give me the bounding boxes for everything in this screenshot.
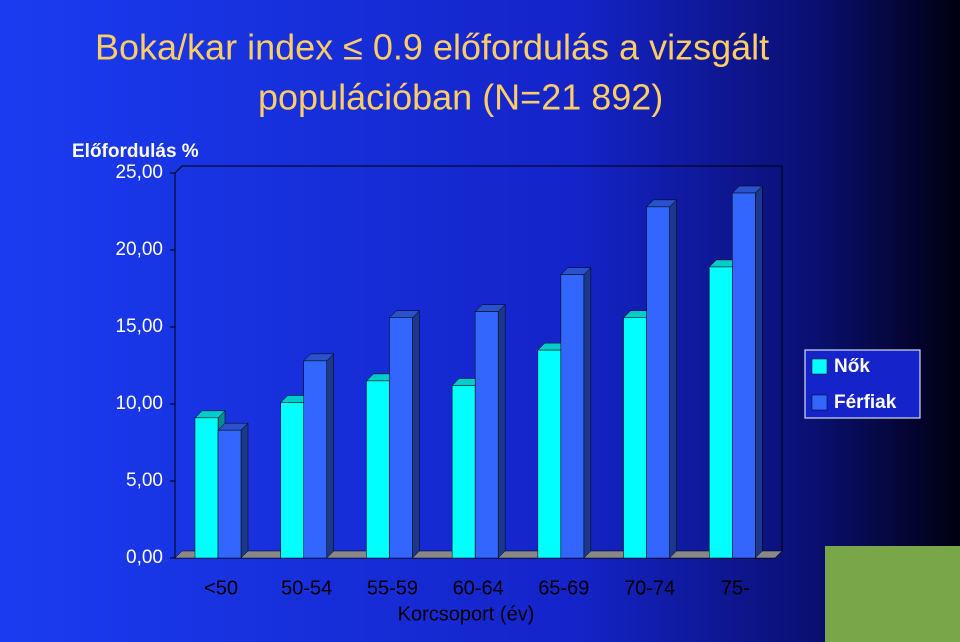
bar-side <box>326 353 334 559</box>
x-tick-label: <50 <box>204 577 238 599</box>
bar <box>451 385 476 559</box>
x-tick-label: 55-59 <box>367 577 418 599</box>
bar <box>280 402 304 559</box>
back-wall <box>174 165 783 551</box>
y-tick-label: 25,00 <box>115 162 163 183</box>
x-tick-label: 60-64 <box>453 577 504 599</box>
bar <box>366 380 390 559</box>
x-tick-label: 70-74 <box>624 577 675 599</box>
bar <box>537 349 562 559</box>
bar-side <box>497 303 506 559</box>
x-tick-label: 50-54 <box>281 577 332 599</box>
y-tick-label: 15,00 <box>115 316 163 337</box>
legend-swatch <box>811 394 828 411</box>
logo <box>825 546 960 642</box>
bar-side <box>583 267 592 559</box>
bar <box>623 317 647 559</box>
bar <box>303 360 327 559</box>
legend-label: Nők <box>834 356 870 377</box>
x-axis-title: Korcsoport (év) <box>398 603 535 625</box>
bar <box>560 274 585 559</box>
legend-label: Férfiak <box>834 392 897 413</box>
bar <box>389 317 413 559</box>
bar <box>217 429 242 559</box>
bar-side <box>412 310 420 559</box>
bar <box>194 417 219 559</box>
y-axis-title: Előfordulás % <box>72 141 199 162</box>
bar-side <box>669 199 677 559</box>
bar <box>474 311 499 559</box>
y-tick-label: 5,00 <box>126 470 163 491</box>
bar-side <box>755 185 763 559</box>
y-tick-label: 0,00 <box>126 547 163 568</box>
bar-side <box>240 422 249 559</box>
x-tick-label: 65-69 <box>538 577 589 599</box>
chart-title: populációban (N=21 892) <box>258 77 663 118</box>
chart-title: Boka/kar index ≤ 0.9 előfordulás a vizsg… <box>95 27 769 68</box>
bar <box>709 266 733 559</box>
bar <box>646 206 670 559</box>
bar <box>732 192 756 559</box>
y-tick-label: 10,00 <box>115 393 163 414</box>
y-tick-label: 20,00 <box>115 239 163 260</box>
x-tick-label: 75- <box>721 577 750 599</box>
legend-swatch <box>811 358 828 375</box>
